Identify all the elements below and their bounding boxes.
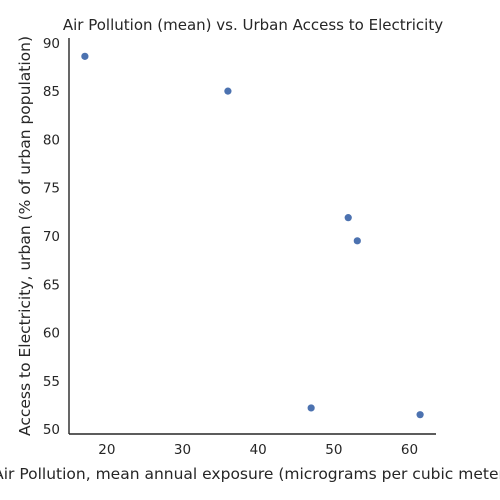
x-tick-label: 20 xyxy=(98,442,115,458)
data-point xyxy=(344,214,352,222)
y-tick-label: 55 xyxy=(43,374,60,390)
x-tick-labels: 20 30 40 50 60 xyxy=(98,442,418,458)
y-tick-label: 60 xyxy=(43,326,60,342)
data-points xyxy=(81,52,424,419)
y-tick-label: 50 xyxy=(43,422,60,438)
data-point xyxy=(224,87,232,95)
y-tick-label: 65 xyxy=(43,277,60,293)
y-tick-label: 85 xyxy=(43,84,60,100)
x-tick-label: 40 xyxy=(250,442,267,458)
x-tick-label: 60 xyxy=(401,442,418,458)
data-point xyxy=(353,237,361,245)
data-point xyxy=(416,411,424,419)
x-tick-label: 50 xyxy=(325,442,342,458)
y-tick-labels: 50 55 60 65 70 75 80 85 90 xyxy=(43,36,60,438)
data-point xyxy=(307,404,315,412)
y-tick-label: 70 xyxy=(43,229,60,245)
data-point xyxy=(81,52,89,60)
y-tick-label: 75 xyxy=(43,181,60,197)
y-axis-label: Access to Electricity, urban (% of urban… xyxy=(16,36,34,436)
chart-title: Air Pollution (mean) vs. Urban Access to… xyxy=(63,16,443,34)
x-tick-label: 30 xyxy=(174,442,191,458)
y-tick-label: 90 xyxy=(43,36,60,52)
x-axis-label: Air Pollution, mean annual exposure (mic… xyxy=(0,465,500,483)
y-tick-label: 80 xyxy=(43,132,60,148)
plot-area: 20 30 40 50 60 50 55 60 65 70 75 80 85 90 xyxy=(43,36,436,458)
